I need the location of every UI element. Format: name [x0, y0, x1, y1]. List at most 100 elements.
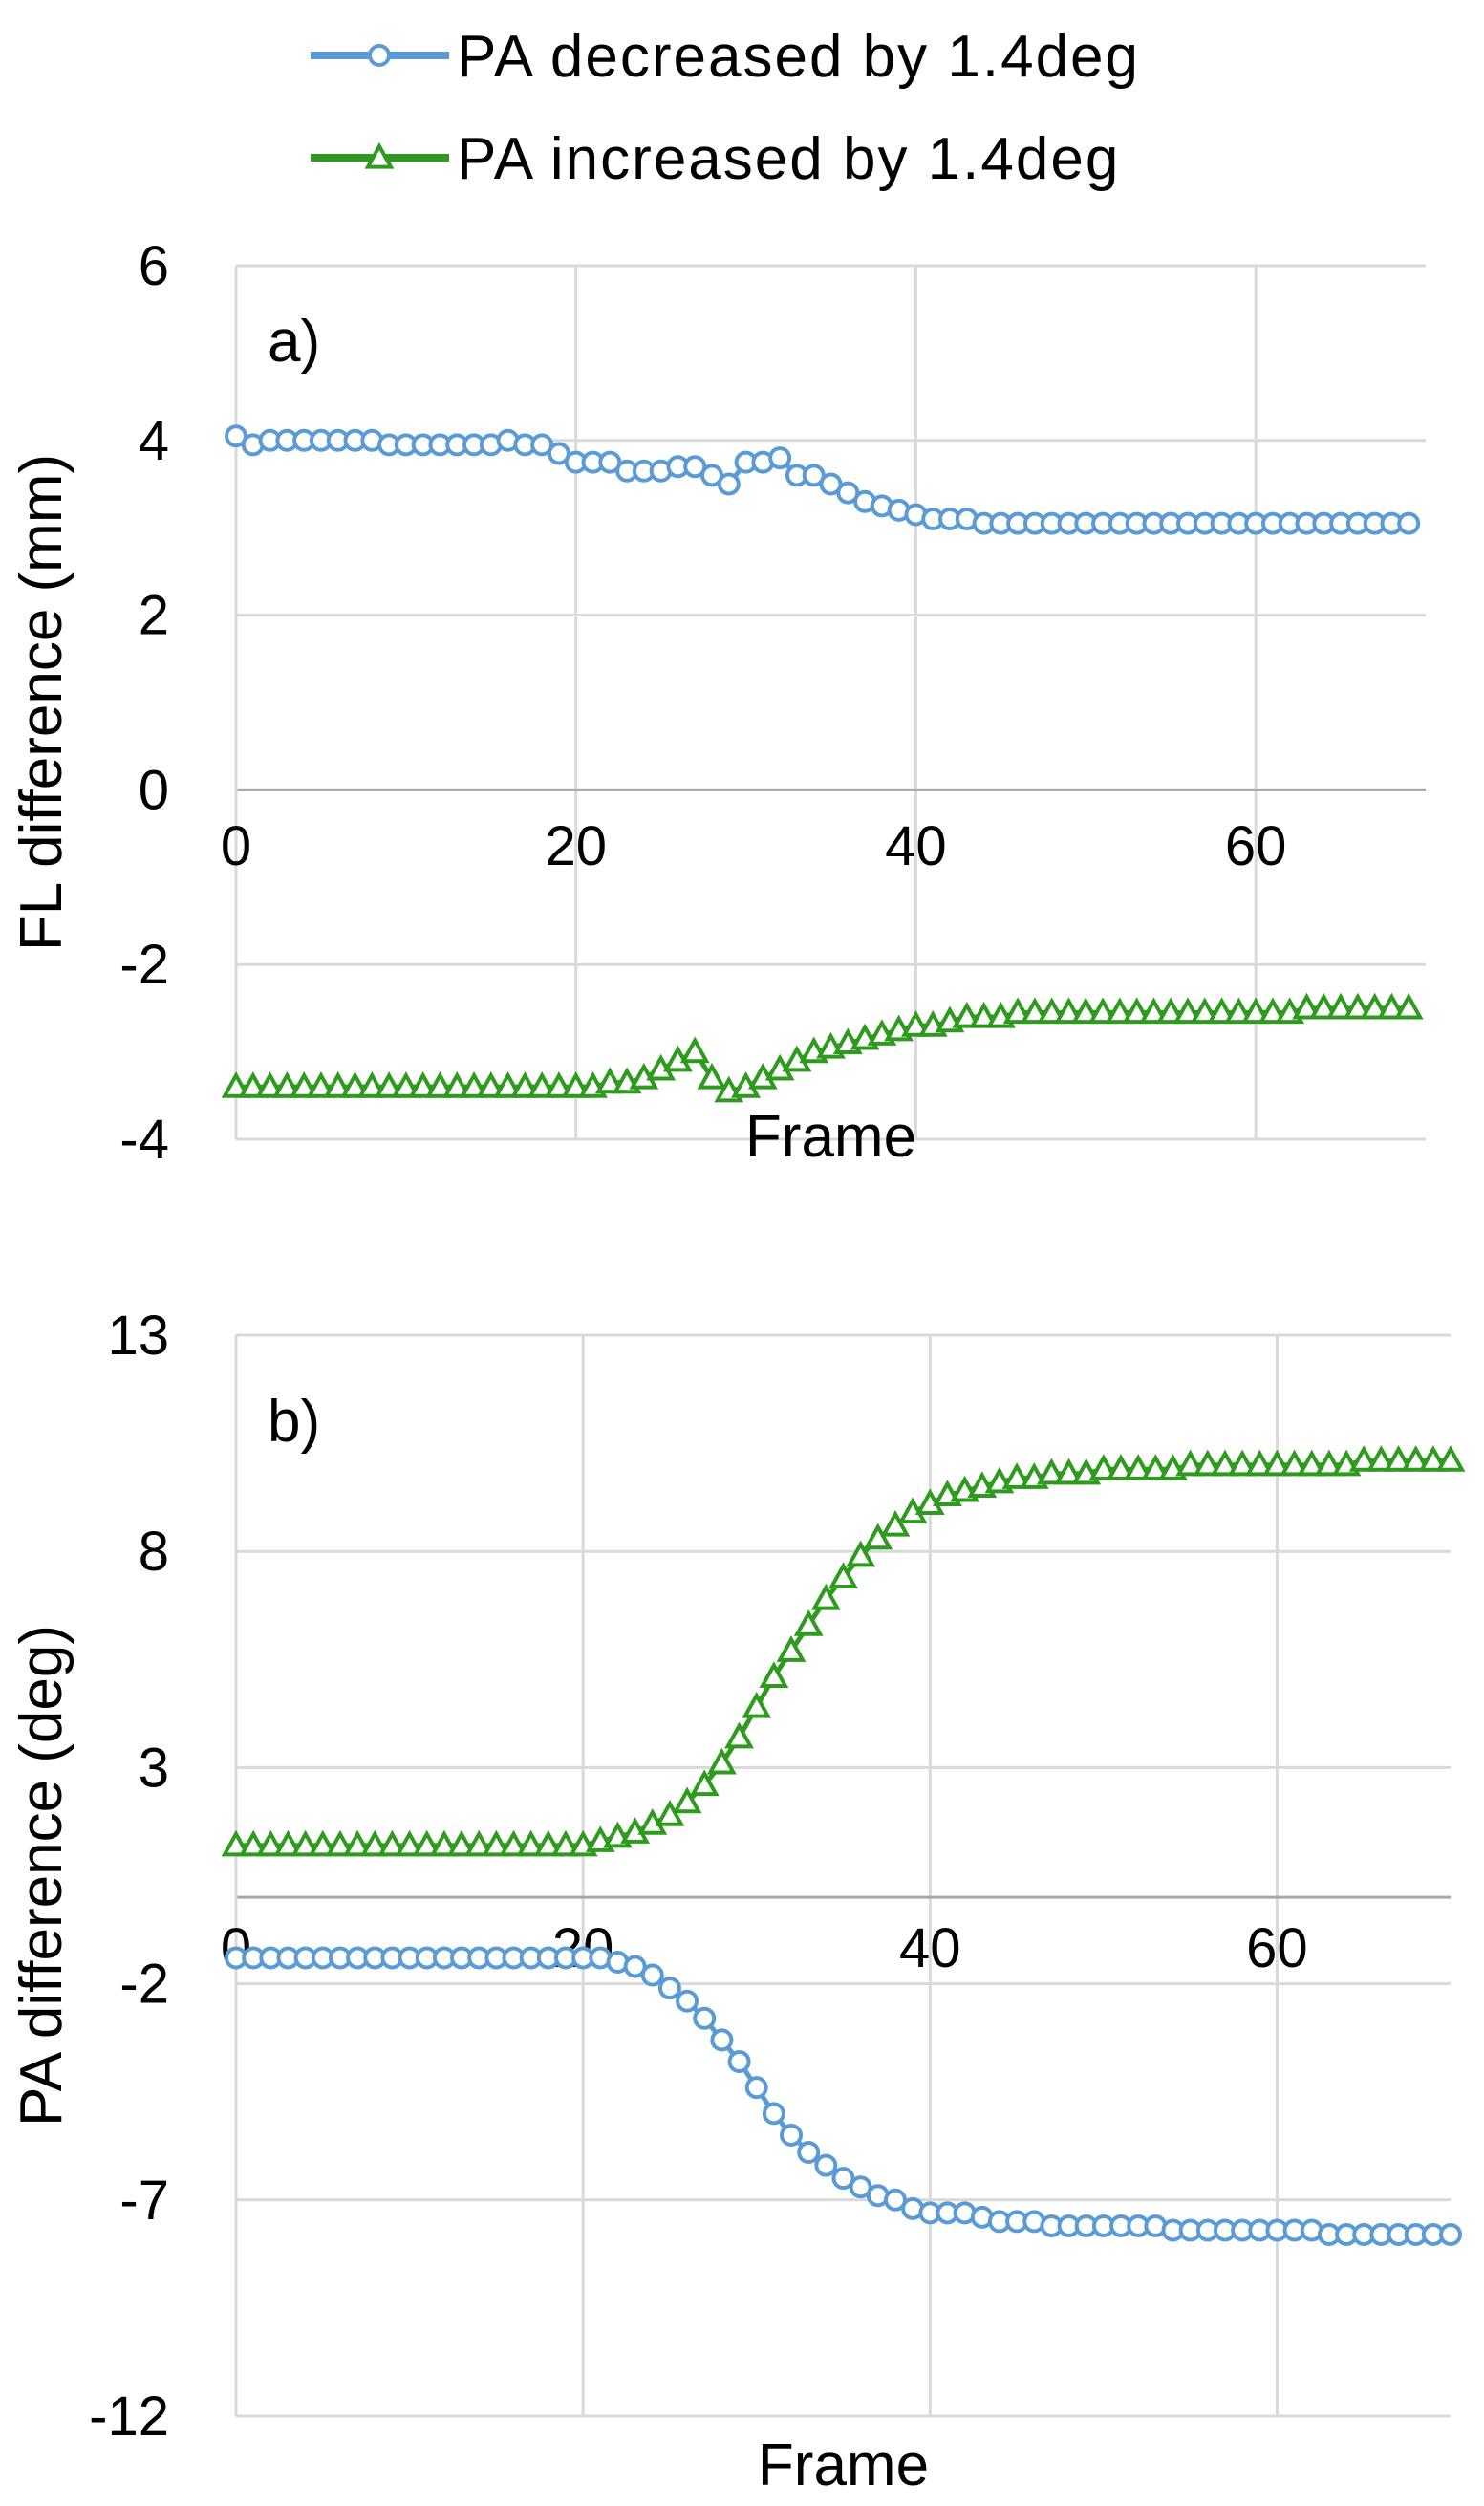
data-point [952, 1001, 982, 1028]
data-point [828, 1562, 858, 1588]
data-point [1106, 1454, 1136, 1480]
data-point [342, 1829, 373, 1857]
data-point [1088, 1454, 1119, 1480]
data-point [744, 2076, 768, 2100]
data-point [408, 1071, 439, 1098]
data-point [340, 1071, 370, 1098]
legend-label-1: PA increased by 1.4deg [457, 126, 1120, 192]
data-point [289, 1071, 319, 1098]
data-point [1140, 1454, 1171, 1480]
data-point [1397, 511, 1421, 535]
data-point [883, 2188, 907, 2212]
data-point [683, 455, 707, 479]
data-point [710, 2028, 734, 2052]
data-point [655, 1800, 685, 1826]
data-point [697, 1062, 727, 1090]
data-point [1070, 997, 1101, 1025]
data-point [238, 1829, 269, 1857]
y-tick-label: 3 [139, 1737, 169, 1799]
data-point [238, 1071, 269, 1098]
data-point [814, 2153, 838, 2177]
legend-marker-0 [368, 44, 391, 67]
y-tick-label: -4 [119, 1109, 169, 1171]
data-point [306, 1071, 336, 1098]
data-point [623, 1955, 647, 1978]
data-point [530, 433, 554, 457]
data-point [1175, 1449, 1206, 1477]
data-point [901, 1010, 931, 1037]
data-point [544, 1071, 574, 1098]
data-point [1054, 997, 1084, 1025]
data-point [1360, 992, 1390, 1020]
data-point [476, 1071, 506, 1098]
series-line-0 [236, 1955, 1451, 2237]
data-point [759, 1661, 789, 1688]
y-tick-label: -7 [119, 2170, 169, 2232]
data-point [819, 472, 843, 496]
data-point [693, 2006, 717, 2030]
data-point [1308, 992, 1339, 1020]
data-point [290, 1829, 321, 1857]
data-point [793, 1609, 824, 1636]
data-point [1001, 1462, 1032, 1489]
data-point [1037, 997, 1067, 1025]
data-point [1366, 1445, 1396, 1472]
data-point [1314, 1449, 1344, 1477]
data-point [1223, 997, 1254, 1025]
data-point [1244, 1449, 1275, 1477]
data-point [880, 1509, 911, 1537]
y-axis-title: FL difference (mm) [9, 454, 75, 951]
y-tick-label: 6 [139, 235, 169, 297]
data-point [676, 1989, 699, 2013]
data-point [425, 1071, 455, 1098]
data-point [1193, 1449, 1223, 1477]
x-axis-title: Frame [758, 2432, 929, 2498]
data-point [323, 1071, 354, 1098]
data-point [499, 1829, 528, 1857]
x-axis-title: Frame [745, 1104, 916, 1170]
data-point [1210, 1449, 1240, 1477]
data-point [391, 1071, 421, 1098]
data-point [707, 1747, 737, 1775]
data-point [742, 1691, 772, 1718]
data-point [689, 1769, 720, 1797]
data-point [359, 1829, 390, 1857]
x-tick-label: 60 [1246, 1917, 1308, 1979]
data-point [657, 1977, 681, 2000]
data-point [717, 472, 741, 496]
data-point [831, 2167, 855, 2191]
data-point [1190, 997, 1220, 1025]
data-point [527, 1071, 557, 1098]
data-point [1054, 1458, 1084, 1485]
data-point [221, 1071, 251, 1098]
data-point [1377, 992, 1407, 1020]
data-point [1348, 1445, 1379, 1472]
data-point [672, 1786, 702, 1814]
data-point [797, 2141, 821, 2165]
data-point [1439, 2222, 1462, 2246]
data-point [550, 1829, 581, 1857]
data-point [594, 1067, 625, 1094]
data-point [1036, 1458, 1066, 1485]
data-point [1393, 992, 1424, 1020]
series-line-1 [236, 1458, 1451, 1848]
legend-label-0: PA decreased by 1.4deg [457, 24, 1140, 90]
data-point [802, 464, 826, 487]
data-point [1343, 992, 1373, 1020]
data-point [374, 1071, 404, 1098]
data-point [509, 1071, 540, 1098]
legend: PA decreased by 1.4deg PA increased by 1.… [311, 24, 1140, 192]
data-point [836, 481, 860, 505]
data-point [1280, 1449, 1309, 1477]
data-point [679, 1036, 710, 1064]
data-point [810, 1583, 841, 1610]
data-point [273, 1829, 303, 1857]
data-point [225, 424, 247, 448]
data-point [863, 1523, 893, 1550]
data-point [441, 1071, 472, 1098]
y-tick-label: -12 [89, 2386, 169, 2448]
data-point [356, 1071, 387, 1098]
data-point [1401, 1445, 1431, 1472]
y-tick-label: 4 [139, 410, 169, 472]
